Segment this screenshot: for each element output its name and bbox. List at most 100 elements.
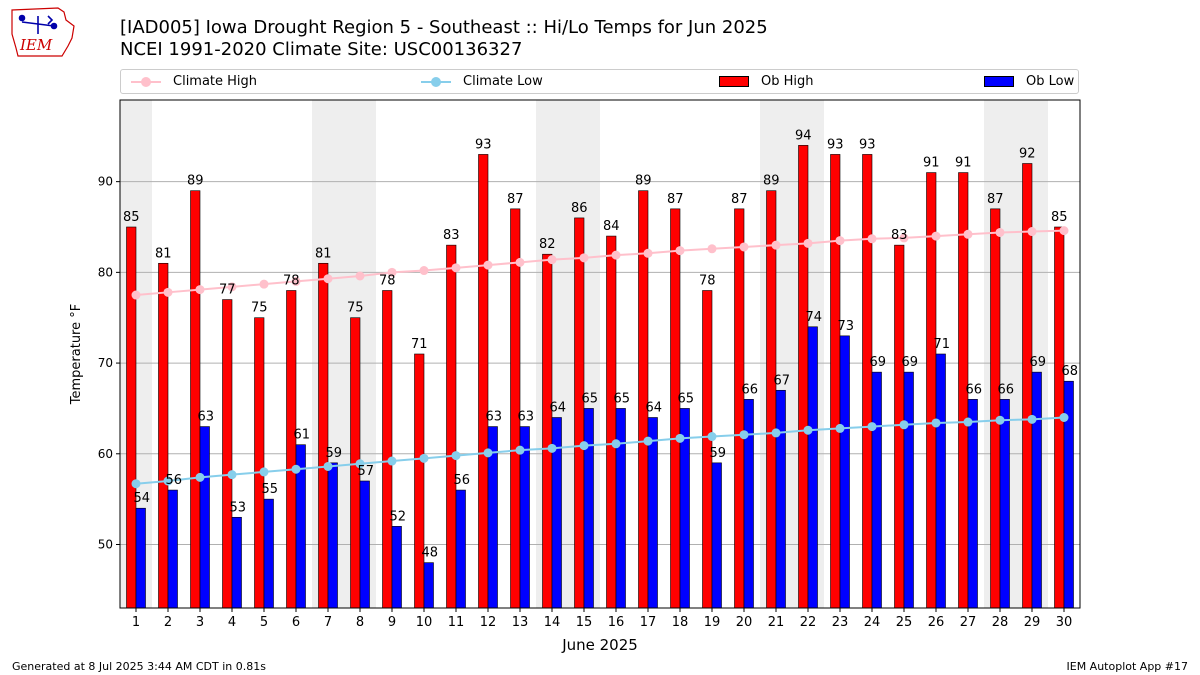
ob-high-bar bbox=[670, 208, 681, 609]
y-axis-label: Temperature °F bbox=[69, 304, 84, 405]
weather-station-icon bbox=[18, 14, 58, 34]
x-tick-label: 16 bbox=[608, 615, 625, 630]
ob-high-label: 86 bbox=[571, 201, 588, 216]
climate-low-point bbox=[579, 441, 589, 451]
climate-high-point bbox=[259, 279, 269, 289]
chart-subtitle: NCEI 1991-2020 Climate Site: USC00136327 bbox=[120, 39, 523, 60]
ob-high-bar bbox=[798, 145, 809, 609]
ob-high-label: 81 bbox=[315, 246, 332, 261]
x-tick-label: 14 bbox=[544, 615, 561, 630]
ob-high-label: 89 bbox=[635, 174, 652, 189]
x-tick-label: 18 bbox=[672, 615, 689, 630]
climate-high-point bbox=[1059, 226, 1069, 236]
climate-low-point bbox=[1027, 414, 1037, 424]
ob-high-label: 89 bbox=[187, 174, 204, 189]
ob-low-label: 68 bbox=[1061, 364, 1078, 379]
climate-high-point bbox=[483, 260, 493, 270]
ob-high-label: 83 bbox=[891, 228, 908, 243]
climate-low-point bbox=[291, 464, 301, 474]
ob-low-bar bbox=[935, 353, 946, 609]
x-tick-label: 13 bbox=[512, 615, 529, 630]
climate-low-point bbox=[611, 439, 621, 449]
ob-low-label: 59 bbox=[325, 446, 342, 461]
climate-low-point bbox=[867, 422, 877, 432]
ob-high-label: 85 bbox=[123, 210, 140, 225]
climate-low-point bbox=[163, 476, 173, 486]
climate-high-point bbox=[643, 248, 653, 258]
ob-high-bar bbox=[766, 190, 777, 609]
ob-high-label: 93 bbox=[827, 137, 844, 152]
ob-high-bar bbox=[446, 244, 457, 609]
climate-low-point bbox=[195, 472, 205, 482]
climate-low-point bbox=[931, 418, 941, 428]
x-tick-label: 8 bbox=[356, 615, 364, 630]
climate-high-point bbox=[899, 233, 909, 243]
x-tick-label: 23 bbox=[832, 615, 849, 630]
ob-low-label: 54 bbox=[133, 491, 150, 506]
ob-low-bar bbox=[903, 371, 914, 609]
ob-low-bar bbox=[231, 516, 242, 609]
climate-high-point bbox=[515, 257, 525, 267]
ob-low-label: 66 bbox=[965, 382, 982, 397]
climate-high-point bbox=[931, 231, 941, 241]
ob-high-bar bbox=[382, 290, 393, 609]
climate-low-point bbox=[675, 433, 685, 443]
ob-high-bar bbox=[478, 154, 489, 609]
climate-high-point bbox=[131, 290, 141, 300]
ob-low-label: 67 bbox=[773, 373, 790, 388]
x-tick-label: 1 bbox=[132, 615, 140, 630]
x-tick-label: 5 bbox=[260, 615, 268, 630]
ob-high-label: 87 bbox=[731, 192, 748, 207]
chart-title: [IAD005] Iowa Drought Region 5 - Southea… bbox=[120, 17, 768, 38]
climate-high-point bbox=[675, 246, 685, 256]
climate-low-point bbox=[995, 415, 1005, 425]
legend-climate-low-swatch bbox=[421, 76, 451, 87]
ob-low-label: 55 bbox=[261, 482, 278, 497]
ob-high-bar bbox=[510, 208, 521, 609]
ob-low-bar bbox=[263, 498, 274, 609]
x-axis-label: June 2025 bbox=[561, 636, 638, 654]
ob-low-bar bbox=[423, 562, 434, 609]
ob-low-label: 48 bbox=[421, 546, 438, 561]
ob-high-label: 83 bbox=[443, 228, 460, 243]
app-credit: IEM Autoplot App #17 bbox=[1066, 660, 1189, 673]
climate-low-point bbox=[899, 420, 909, 430]
climate-high-point bbox=[1027, 227, 1037, 237]
climate-low-point bbox=[643, 436, 653, 446]
ob-low-bar bbox=[967, 399, 978, 609]
ob-high-bar bbox=[286, 290, 297, 609]
x-tick-label: 4 bbox=[228, 615, 236, 630]
climate-high-point bbox=[387, 267, 397, 277]
ob-high-label: 91 bbox=[923, 156, 940, 171]
climate-high-point bbox=[963, 229, 973, 239]
ob-high-label: 78 bbox=[379, 274, 396, 289]
climate-high-point bbox=[579, 253, 589, 263]
y-tick-label: 60 bbox=[98, 447, 113, 461]
y-tick-label: 70 bbox=[98, 356, 113, 370]
x-tick-label: 30 bbox=[1056, 615, 1073, 630]
ob-high-label: 93 bbox=[859, 137, 876, 152]
ob-high-label: 71 bbox=[411, 337, 428, 352]
legend-ob-high-swatch bbox=[719, 76, 749, 87]
climate-low-point bbox=[771, 428, 781, 438]
x-tick-label: 17 bbox=[640, 615, 657, 630]
climate-low-point bbox=[803, 425, 813, 435]
x-tick-label: 20 bbox=[736, 615, 753, 630]
x-tick-label: 11 bbox=[448, 615, 465, 630]
legend-climate-high: Climate High bbox=[131, 70, 257, 93]
climate-low-point bbox=[451, 451, 461, 461]
climate-low-point bbox=[515, 445, 525, 455]
legend-ob-high: Ob High bbox=[719, 70, 814, 93]
climate-high-point bbox=[707, 244, 717, 254]
climate-high-point bbox=[227, 282, 237, 292]
ob-high-bar bbox=[158, 262, 169, 609]
x-tick-label: 2 bbox=[164, 615, 172, 630]
y-tick-label: 50 bbox=[98, 538, 113, 552]
climate-high-point bbox=[547, 255, 557, 265]
climate-high-point bbox=[867, 234, 877, 244]
ob-high-label: 81 bbox=[155, 246, 172, 261]
ob-high-bar bbox=[862, 154, 873, 609]
climate-low-point bbox=[419, 453, 429, 463]
climate-low-point bbox=[227, 470, 237, 480]
climate-low-point bbox=[259, 467, 269, 477]
